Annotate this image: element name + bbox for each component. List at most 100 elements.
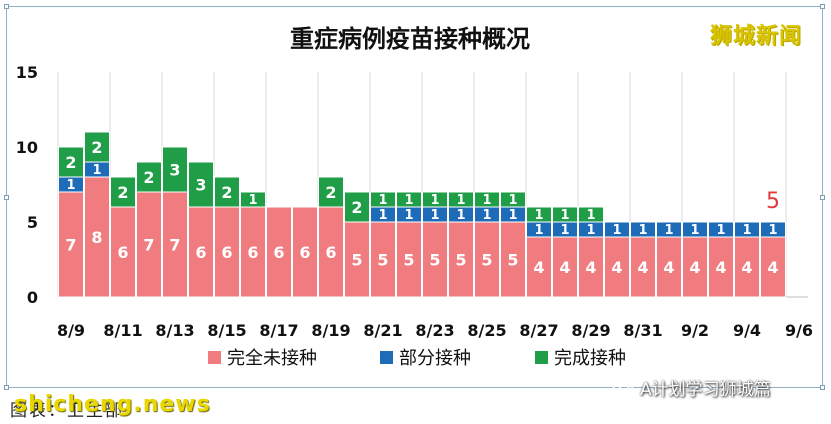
y-tick-label: 10 bbox=[16, 138, 38, 157]
bar-segment bbox=[656, 221, 682, 238]
bar-segment bbox=[58, 191, 84, 298]
bar-segment bbox=[604, 236, 630, 298]
x-tick-label: 8/9 bbox=[57, 321, 85, 340]
data-label: 1 bbox=[638, 223, 647, 238]
data-label: 4 bbox=[689, 258, 700, 277]
resize-handle-bottom-left[interactable] bbox=[4, 385, 9, 390]
bar-segment bbox=[396, 191, 422, 208]
x-tick-label: 8/21 bbox=[363, 321, 402, 340]
bar-segment bbox=[266, 206, 292, 298]
data-label: 1 bbox=[690, 223, 699, 238]
data-label: 4 bbox=[559, 258, 570, 277]
data-label: 6 bbox=[117, 243, 128, 262]
data-label: 1 bbox=[586, 223, 595, 238]
x-tick-label: 8/23 bbox=[415, 321, 454, 340]
data-label: 1 bbox=[560, 223, 569, 238]
bar-segment bbox=[214, 206, 240, 298]
x-tick-label: 8/17 bbox=[259, 321, 298, 340]
bar-segment bbox=[552, 206, 578, 223]
data-label: 1 bbox=[716, 223, 725, 238]
x-tick-label: 8/13 bbox=[155, 321, 194, 340]
data-label: 1 bbox=[404, 208, 413, 223]
y-tick-label: 5 bbox=[27, 213, 38, 232]
x-tick-label: 8/27 bbox=[519, 321, 558, 340]
x-tick-label: 9/4 bbox=[733, 321, 761, 340]
bar-segment bbox=[422, 191, 448, 208]
data-label: 1 bbox=[482, 193, 491, 208]
data-label: 5 bbox=[377, 250, 388, 269]
bar-segment bbox=[500, 191, 526, 208]
resize-handle-middle-right[interactable] bbox=[820, 195, 825, 200]
data-label: 5 bbox=[455, 250, 466, 269]
data-label: 2 bbox=[325, 183, 336, 202]
bar-segment bbox=[760, 236, 786, 298]
data-label: 2 bbox=[65, 153, 76, 172]
data-label: 4 bbox=[767, 258, 778, 277]
bar-segment bbox=[682, 221, 708, 238]
data-label: 2 bbox=[91, 138, 102, 157]
brand-watermark: 狮城新闻 bbox=[710, 24, 803, 49]
bar-segment bbox=[448, 191, 474, 208]
bar-segment bbox=[136, 191, 162, 298]
data-label: 6 bbox=[221, 243, 232, 262]
bar-segment bbox=[448, 221, 474, 298]
resize-handle-middle-left[interactable] bbox=[4, 195, 9, 200]
data-label: 6 bbox=[273, 243, 284, 262]
resize-handle-top-left[interactable] bbox=[4, 4, 9, 9]
resize-handle-bottom-right[interactable] bbox=[820, 385, 825, 390]
legend: 完全未接种 部分接种 完成接种 bbox=[208, 348, 626, 369]
data-label: 2 bbox=[221, 183, 232, 202]
data-label: 1 bbox=[508, 193, 517, 208]
bar-segment bbox=[110, 176, 136, 208]
data-label: 6 bbox=[299, 243, 310, 262]
data-label: 2 bbox=[143, 168, 154, 187]
legend-label: 部分接种 bbox=[399, 348, 471, 369]
x-tick-label: 9/2 bbox=[681, 321, 709, 340]
data-label: 1 bbox=[430, 193, 439, 208]
data-label: 6 bbox=[247, 243, 258, 262]
data-label: 1 bbox=[430, 208, 439, 223]
data-label: 4 bbox=[611, 258, 622, 277]
data-label: 3 bbox=[195, 175, 206, 194]
data-label: 2 bbox=[117, 183, 128, 202]
data-label: 1 bbox=[508, 208, 517, 223]
legend-label: 完成接种 bbox=[554, 348, 626, 369]
data-label: 1 bbox=[534, 223, 543, 238]
annotations: 5 bbox=[766, 189, 780, 214]
bar-segment bbox=[578, 236, 604, 298]
bar-segment bbox=[474, 191, 500, 208]
bar-segment bbox=[162, 146, 188, 193]
data-label: 5 bbox=[403, 250, 414, 269]
data-label: 1 bbox=[378, 208, 387, 223]
resize-handle-top-right[interactable] bbox=[820, 4, 825, 9]
data-label: 1 bbox=[456, 208, 465, 223]
data-label: 5 bbox=[481, 250, 492, 269]
wechat-account-name: A计划学习狮城篇 bbox=[640, 379, 771, 400]
data-label: 6 bbox=[195, 243, 206, 262]
data-label: 2 bbox=[351, 198, 362, 217]
bar-segment bbox=[760, 221, 786, 238]
y-tick-label: 0 bbox=[27, 288, 38, 307]
site-watermark: shicheng.news bbox=[14, 392, 211, 417]
bar-segment bbox=[630, 221, 656, 238]
data-label: 3 bbox=[169, 160, 180, 179]
annotation-label: 5 bbox=[766, 189, 780, 214]
data-label: 1 bbox=[586, 208, 595, 223]
bar-segment bbox=[188, 161, 214, 208]
data-label: 5 bbox=[429, 250, 440, 269]
legend-swatch bbox=[535, 351, 548, 364]
bar-segment bbox=[708, 236, 734, 298]
data-label: 1 bbox=[664, 223, 673, 238]
x-tick-label: 9/6 bbox=[785, 321, 813, 340]
data-label: 1 bbox=[742, 223, 751, 238]
data-label: 4 bbox=[715, 258, 726, 277]
data-label: 1 bbox=[378, 193, 387, 208]
chart-title: 重症病例疫苗接种概况 bbox=[290, 25, 530, 53]
bar-segment bbox=[526, 236, 552, 298]
bar-segment bbox=[214, 176, 240, 208]
data-label: 1 bbox=[534, 208, 543, 223]
data-label: 4 bbox=[585, 258, 596, 277]
bar-segment bbox=[734, 221, 760, 238]
bar-segment bbox=[708, 221, 734, 238]
